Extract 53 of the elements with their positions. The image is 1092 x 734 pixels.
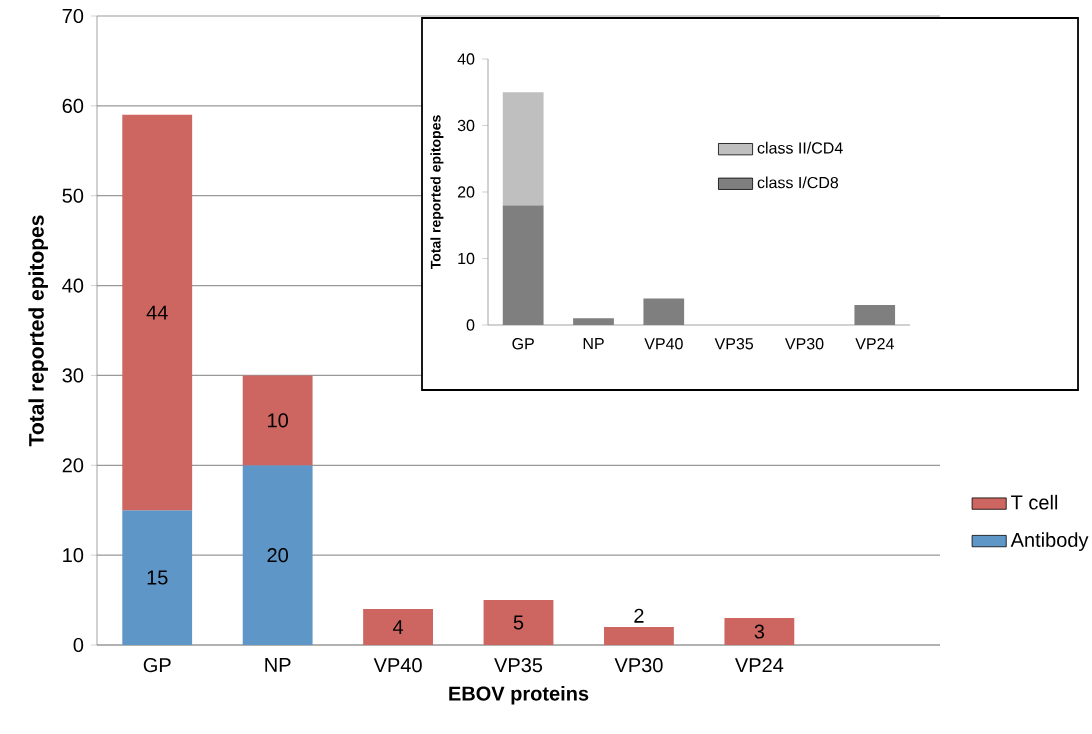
y-tick-label: 10 <box>63 548 84 563</box>
data-label: 2 <box>634 608 644 623</box>
y-tick-label: 40 <box>62 278 84 293</box>
legend-label: T cell <box>1011 494 1058 510</box>
bar <box>724 618 795 645</box>
bar <box>483 600 554 645</box>
data-label: 15 <box>147 570 168 585</box>
bar <box>604 627 674 645</box>
y-tick-label: 20 <box>457 186 475 198</box>
data-label: 20 <box>267 548 288 563</box>
y-tick-label: 70 <box>62 8 84 24</box>
legend-label: Antibody <box>1010 532 1089 551</box>
bar <box>502 205 544 325</box>
y-tick-label: 30 <box>62 368 84 383</box>
x-tick-label: VP40 <box>373 658 422 673</box>
data-label: 5 <box>513 615 524 630</box>
x-tick-label: GP <box>143 658 171 673</box>
y-tick-label: 40 <box>457 53 475 65</box>
bar <box>573 318 614 325</box>
y-axis-title: Total reported epitopes <box>28 215 48 447</box>
data-label: 4 <box>392 620 404 634</box>
legend-label: class II/CD4 <box>757 141 843 154</box>
bar <box>242 465 313 645</box>
x-tick-label: NP <box>265 658 291 672</box>
bar <box>122 114 193 511</box>
data-label: 10 <box>268 413 288 428</box>
bar <box>363 609 433 645</box>
bar <box>242 375 313 466</box>
x-tick-label: VP24 <box>855 338 894 350</box>
y-axis-title: Total reported epitopes <box>430 115 444 270</box>
bar <box>854 305 896 325</box>
y-tick-label: 0 <box>466 319 475 331</box>
x-tick-label: VP30 <box>784 338 824 350</box>
x-tick-label: GP <box>512 338 534 350</box>
data-label: 3 <box>754 624 765 639</box>
x-tick-label: VP24 <box>735 658 784 673</box>
y-tick-label: 60 <box>62 98 84 113</box>
x-tick-label: VP35 <box>494 658 543 673</box>
y-tick-label: 10 <box>458 252 475 265</box>
x-tick-label: VP40 <box>644 338 683 350</box>
y-tick-label: 50 <box>62 188 84 203</box>
x-axis-title: EBOV proteins <box>449 685 589 705</box>
bar <box>643 298 685 325</box>
bar <box>502 92 544 206</box>
legend-label: class I/CD8 <box>757 176 839 189</box>
x-tick-label: VP35 <box>714 338 754 350</box>
x-tick-label: VP30 <box>614 658 663 673</box>
y-tick-label: 20 <box>62 458 84 473</box>
data-label: 44 <box>146 305 168 320</box>
x-tick-label: NP <box>583 338 604 350</box>
bar <box>122 510 193 645</box>
y-tick-label: 0 <box>73 637 84 653</box>
y-tick-label: 30 <box>457 119 475 132</box>
